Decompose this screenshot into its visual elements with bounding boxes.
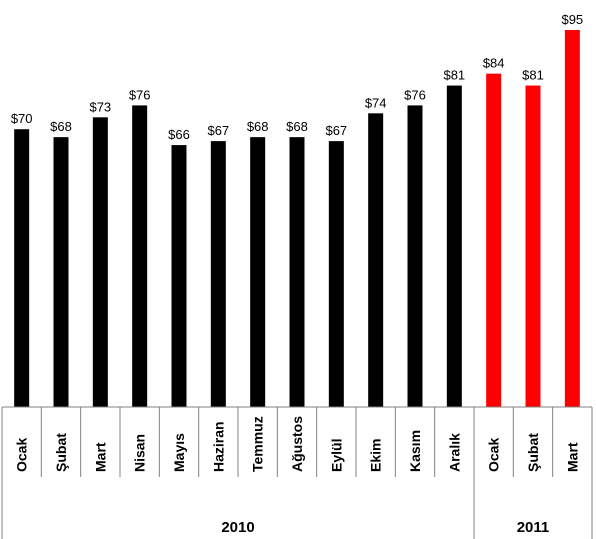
bar xyxy=(525,85,541,407)
bar-value-label: $67 xyxy=(325,123,347,138)
category-label: Mart xyxy=(564,442,580,472)
bar-value-label: $70 xyxy=(11,111,33,126)
bar xyxy=(328,141,344,407)
category-label: Nisan xyxy=(132,434,148,472)
value-labels-layer: $70 $68 $73 $76 $66 $67 $68 $68 $67 $74 $76 $81 $84 $… xyxy=(11,12,583,142)
bar-value-label: $67 xyxy=(207,123,229,138)
bar-value-label: $81 xyxy=(443,68,465,83)
category-label: Temmuz xyxy=(250,416,266,472)
group-label: 2011 xyxy=(517,519,550,536)
bar-value-label: $68 xyxy=(50,119,72,134)
bar xyxy=(368,113,384,407)
bar-value-label: $68 xyxy=(286,119,308,134)
category-label: Mart xyxy=(92,442,108,472)
category-label: Kasım xyxy=(407,430,423,472)
category-label: Eylül xyxy=(328,439,344,472)
bar xyxy=(486,73,502,408)
bar xyxy=(92,117,108,407)
category-label: Şubat xyxy=(525,433,541,472)
bar xyxy=(171,145,187,407)
bar-value-label: $68 xyxy=(247,119,269,134)
bar xyxy=(407,105,423,408)
category-label: Mayıs xyxy=(171,433,187,472)
category-label: Şubat xyxy=(53,433,69,472)
bar xyxy=(446,85,462,407)
bar xyxy=(132,105,148,408)
bar xyxy=(250,137,266,407)
bar xyxy=(289,137,305,407)
category-label: Ocak xyxy=(14,438,30,472)
category-label: Aralık xyxy=(446,433,462,472)
bar xyxy=(53,137,69,407)
bar-value-label: $84 xyxy=(483,56,505,71)
category-label: Haziran xyxy=(210,421,226,472)
group-labels-layer: 2010 2011 xyxy=(221,519,549,536)
bar-value-label: $76 xyxy=(404,87,426,102)
category-label: Ocak xyxy=(486,438,502,472)
bar-value-label: $73 xyxy=(89,99,111,114)
category-axis xyxy=(1,406,593,539)
bar xyxy=(14,129,30,407)
bars-layer xyxy=(14,30,580,408)
category-label: Ağustos xyxy=(289,416,305,472)
bar-value-label: $81 xyxy=(522,68,544,83)
category-labels-layer: Ocak Şubat Mart Nisan Mayıs Haziran Temmuz Ağus… xyxy=(14,416,581,472)
group-label: 2010 xyxy=(221,519,254,536)
bar-value-label: $66 xyxy=(168,127,190,142)
bar xyxy=(564,30,580,407)
bar-value-label: $95 xyxy=(561,12,583,27)
bar-value-label: $74 xyxy=(365,95,387,110)
bar-value-label: $76 xyxy=(129,87,151,102)
category-label: Ekim xyxy=(368,439,384,472)
bar xyxy=(210,141,226,407)
